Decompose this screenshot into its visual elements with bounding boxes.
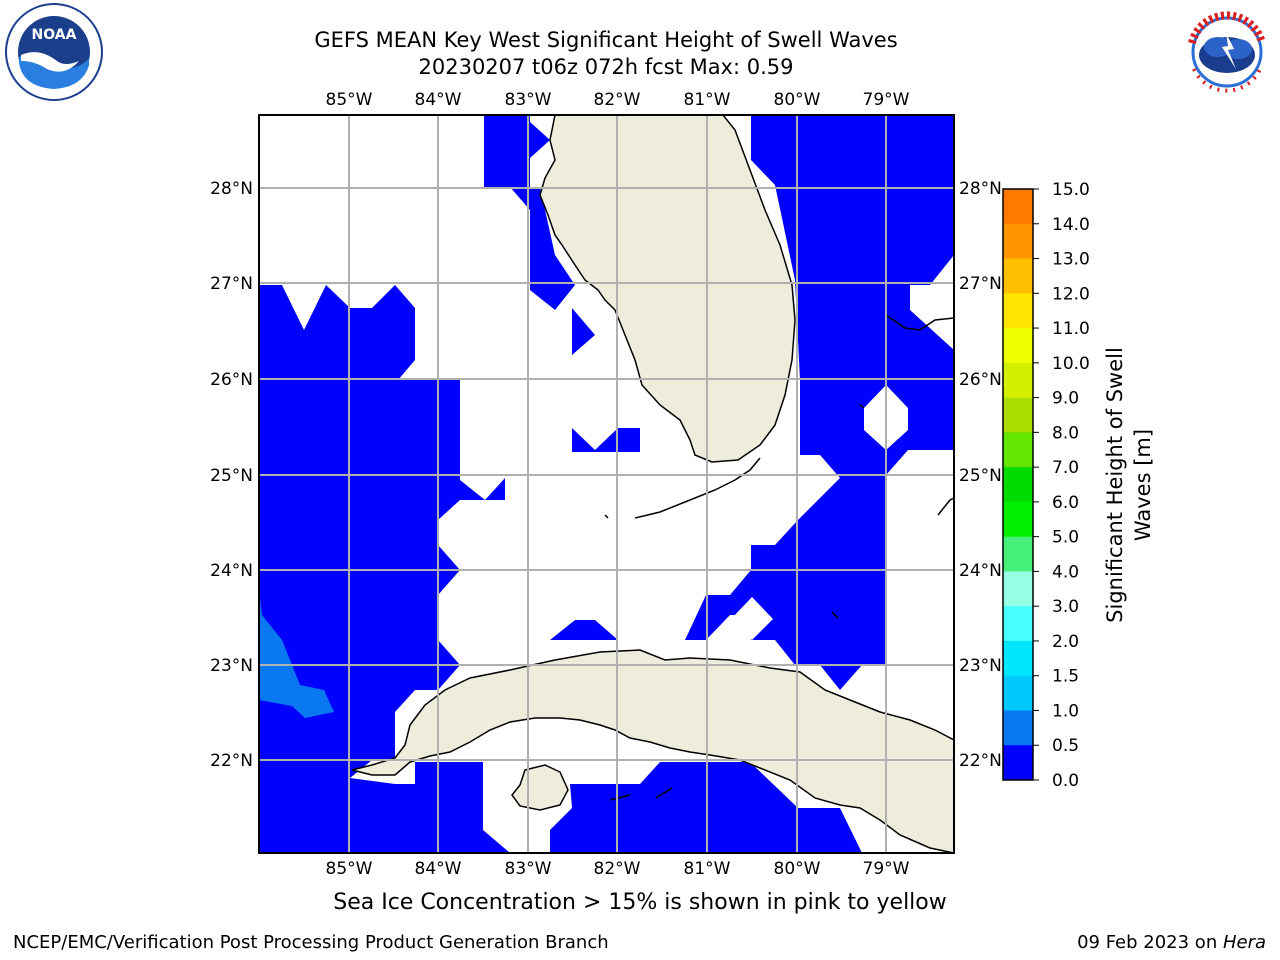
lat-label-left: 24°N <box>210 561 253 581</box>
noaa-logo-text: NOAA <box>32 27 77 43</box>
colorbar-tick-label: 1.0 <box>1052 701 1079 721</box>
florida-keys <box>604 457 761 519</box>
lon-label-bottom: 81°W <box>684 859 731 879</box>
florida-land <box>539 115 796 463</box>
colorbar-tick-label: 11.0 <box>1052 319 1090 339</box>
colorbar-tick-label: 0.5 <box>1052 736 1079 756</box>
lon-label-top: 82°W <box>594 90 641 110</box>
colorbar-tick-label: 9.0 <box>1052 389 1079 409</box>
colorbar-tick-label: 8.0 <box>1052 423 1079 443</box>
colorbar-segment <box>1003 536 1033 572</box>
colorbar-tick-label: 5.0 <box>1052 528 1079 548</box>
lat-label-left: 28°N <box>210 179 253 199</box>
map-area <box>259 115 954 853</box>
map-frame <box>258 114 955 854</box>
colorbar-segment <box>1003 362 1033 399</box>
colorbar-tick-label: 12.0 <box>1052 284 1090 304</box>
left-latitude-labels: 28°N 27°N 26°N 25°N 24°N 23°N 22°N <box>210 179 253 771</box>
lon-label-top: 81°W <box>684 90 731 110</box>
sea-ice-note: Sea Ice Concentration > 15% is shown in … <box>333 890 947 915</box>
lon-label-top: 85°W <box>326 90 373 110</box>
colorbar-segment <box>1003 640 1033 677</box>
lon-label-bottom: 82°W <box>594 859 641 879</box>
lon-label-bottom: 83°W <box>505 859 552 879</box>
footer-credit: NCEP/EMC/Verification Post Processing Pr… <box>13 932 609 953</box>
map-title: GEFS MEAN Key West Significant Height of… <box>314 28 898 52</box>
colorbar-segment <box>1003 293 1033 329</box>
colorbar-segment <box>1003 606 1033 642</box>
colorbar-tick-label: 3.0 <box>1052 597 1079 617</box>
national-weather-service-logo <box>1178 3 1276 101</box>
colorbar-tick-label: 0.0 <box>1052 771 1079 791</box>
footer-host: Hera <box>1222 932 1266 953</box>
isle-of-youth-land <box>511 764 569 811</box>
map-subtitle: 20230207 t06z 072h fcst Max: 0.59 <box>418 55 794 79</box>
lat-label-left: 23°N <box>210 656 253 676</box>
lat-label-right: 27°N <box>959 274 1002 294</box>
lon-label-top: 84°W <box>415 90 462 110</box>
noaa-logo: NOAA <box>5 3 103 101</box>
colorbar-segment <box>1003 501 1033 538</box>
lat-label-right: 25°N <box>959 466 1002 486</box>
colorbar-tick-label: 7.0 <box>1052 458 1079 478</box>
colorbar <box>1002 188 1034 781</box>
colorbar-tick-label: 4.0 <box>1052 562 1079 582</box>
bottom-longitude-labels: 85°W 84°W 83°W 82°W 81°W 80°W 79°W <box>326 859 910 879</box>
colorbar-tick-label: 13.0 <box>1052 250 1090 270</box>
colorbar-segment <box>1003 397 1033 433</box>
colorbar-segment <box>1003 432 1033 468</box>
lon-label-bottom: 79°W <box>863 859 910 879</box>
lat-label-left: 26°N <box>210 370 253 390</box>
colorbar-segment <box>1003 258 1033 294</box>
bahamas <box>609 314 954 801</box>
lat-label-left: 22°N <box>210 751 253 771</box>
colorbar-tick-label: 14.0 <box>1052 215 1090 235</box>
lat-label-right: 23°N <box>959 656 1002 676</box>
colorbar-tick-label: 15.0 <box>1052 180 1090 200</box>
lon-label-top: 80°W <box>774 90 821 110</box>
lat-label-right: 24°N <box>959 561 1002 581</box>
swell-0.5-1.0-region <box>259 590 334 718</box>
lon-label-top: 83°W <box>505 90 552 110</box>
colorbar-tick-label: 10.0 <box>1052 354 1090 374</box>
lat-label-right: 28°N <box>959 179 1002 199</box>
footer-date: 09 Feb 2023 on Hera <box>1077 932 1266 953</box>
colorbar-ticks: 15.0 14.0 13.0 12.0 11.0 10.0 9.0 8.0 7.0 6.0 5.0 4… <box>1033 180 1090 791</box>
colorbar-segment <box>1003 675 1033 711</box>
colorbar-segment <box>1003 745 1033 781</box>
right-latitude-labels: 28°N 27°N 26°N 25°N 24°N 23°N 22°N <box>959 179 1002 771</box>
lat-label-right: 26°N <box>959 370 1002 390</box>
cuba-land <box>351 649 954 853</box>
colorbar-segment <box>1003 328 1033 364</box>
top-longitude-labels: 85°W 84°W 83°W 82°W 81°W 80°W 79°W <box>326 90 910 110</box>
lon-label-bottom: 80°W <box>774 859 821 879</box>
colorbar-segment <box>1003 571 1033 607</box>
colorbar-tick-label: 1.5 <box>1052 667 1079 687</box>
lon-label-bottom: 85°W <box>326 859 373 879</box>
footer-date-text: 09 Feb 2023 on <box>1077 932 1223 953</box>
lat-label-left: 27°N <box>210 274 253 294</box>
colorbar-label: Significant Height of Swell <box>1103 347 1127 623</box>
colorbar-segment <box>1003 467 1033 503</box>
colorbar-segment <box>1003 223 1033 260</box>
lon-label-top: 79°W <box>863 90 910 110</box>
colorbar-tick-label: 2.0 <box>1052 632 1079 652</box>
graticule <box>259 115 954 853</box>
lat-label-right: 22°N <box>959 751 1002 771</box>
colorbar-frame <box>1002 188 1034 781</box>
lon-label-bottom: 84°W <box>415 859 462 879</box>
colorbar-label-units: Waves [m] <box>1131 429 1155 541</box>
colorbar-tick-label: 6.0 <box>1052 493 1079 513</box>
colorbar-segment <box>1003 710 1033 746</box>
lat-label-left: 25°N <box>210 466 253 486</box>
colorbar-segment <box>1003 189 1033 225</box>
